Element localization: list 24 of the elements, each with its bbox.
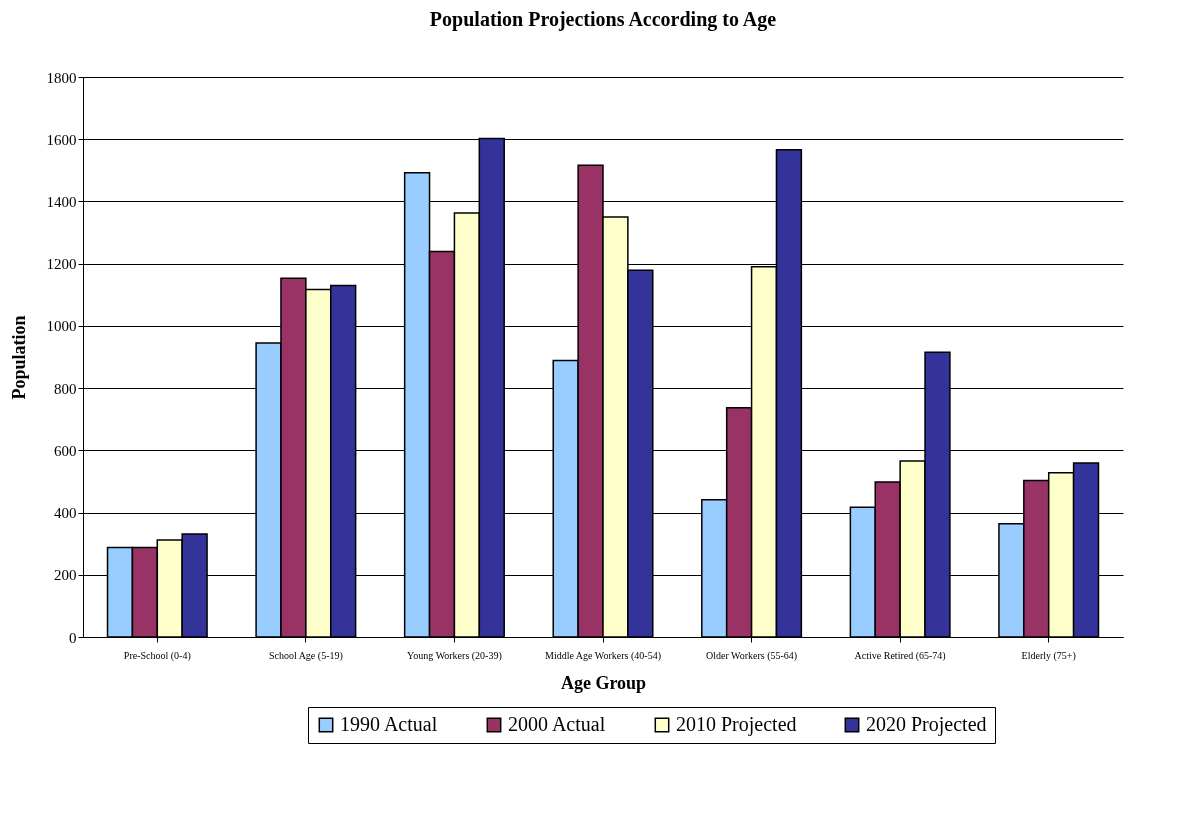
y-tick-label: 600	[54, 442, 77, 459]
x-axis-title: Age Group	[560, 672, 647, 693]
legend-label: 2000 Actual	[508, 713, 606, 735]
legend-label: 1990 Actual	[340, 713, 438, 735]
x-tick-label: School Age (5-19)	[268, 649, 343, 662]
x-tick-label: Pre-School (0-4)	[123, 649, 191, 662]
y-tick-label: 1000	[46, 318, 77, 335]
y-tick-label: 400	[54, 505, 77, 522]
y-tick-label: 1400	[46, 193, 77, 210]
x-tick-label: Older Workers (55-64)	[705, 649, 798, 662]
y-tick-label: 1800	[46, 69, 77, 86]
y-tick-label: 200	[54, 567, 77, 584]
y-tick-label: 800	[54, 380, 77, 397]
legend-label: 2010 Projected	[676, 713, 797, 736]
y-axis-title: Population	[8, 315, 29, 400]
legend-label: 2020 Projected	[866, 713, 987, 736]
x-tick-label: Elderly (75+)	[1021, 649, 1076, 662]
chart-title: Population Projections According to Age	[429, 8, 777, 31]
x-tick-label: Active Retired (65-74)	[854, 649, 946, 662]
x-tick-label: Middle Age Workers (40-54)	[545, 649, 661, 662]
y-tick-label: 0	[69, 629, 77, 646]
y-tick-label: 1200	[46, 256, 77, 273]
y-tick-label: 1600	[46, 131, 77, 148]
x-tick-label: Young Workers (20-39)	[407, 649, 502, 662]
